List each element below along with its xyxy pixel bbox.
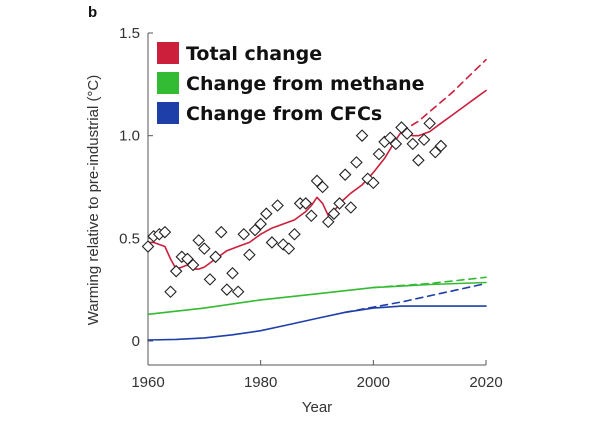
scatter-point [383, 131, 397, 144]
x-tick-label: 2020 [469, 374, 502, 391]
y-axis-title: Warming relative to pre-industrial (°C) [85, 75, 102, 326]
legend: Total change Change from methane Change … [157, 42, 425, 125]
series-line-change-from-cfcs-dashed [344, 282, 487, 314]
scatter-layer [141, 117, 448, 298]
scatter-point [338, 168, 352, 181]
legend-label-cfcs: Change from CFCs [186, 103, 382, 125]
scatter-point [243, 248, 256, 262]
scatter-point [158, 225, 172, 239]
panel-label: b [88, 4, 97, 21]
series-line-total-change-dashed [400, 58, 487, 133]
scatter-point [333, 197, 346, 210]
legend-swatch-cfcs [157, 102, 179, 124]
scatter-point [164, 285, 177, 298]
legend-label-methane: Change from methane [186, 73, 425, 95]
scatter-point [321, 215, 335, 229]
scatter-point [192, 234, 205, 247]
x-ticks: 1960 1980 2000 2020 [131, 360, 503, 391]
legend-label-total: Total change [186, 43, 322, 65]
scatter-point [400, 127, 414, 140]
scatter-point [305, 209, 318, 223]
scatter-point [406, 137, 420, 151]
series-line-total-change-solid [147, 89, 487, 270]
scatter-point [344, 201, 358, 214]
y-tick-label: 1.5 [119, 25, 140, 42]
scatter-point [429, 145, 442, 159]
scatter-point [412, 154, 425, 167]
scatter-point [209, 250, 222, 264]
scatter-point [350, 156, 363, 169]
series-layer [147, 58, 487, 341]
scatter-point [389, 137, 403, 151]
scatter-point [237, 227, 251, 241]
x-tick-label: 1960 [131, 374, 164, 391]
x-tick-label: 1980 [244, 374, 277, 391]
series-line-change-from-methane-dashed [372, 276, 487, 289]
scatter-point [265, 236, 279, 249]
scatter-point [327, 207, 341, 220]
y-tick-label: 0.5 [119, 230, 140, 247]
scatter-point [181, 252, 194, 266]
legend-swatch-methane [157, 72, 179, 94]
x-axis-title: Year [302, 399, 332, 416]
scatter-point [423, 117, 436, 130]
axes: 1960 1980 2000 2020 0 0.5 1.0 1.5 [119, 25, 503, 391]
legend-swatch-total [157, 42, 179, 64]
y-ticks: 0 0.5 1.0 1.5 [119, 25, 153, 350]
scatter-point [231, 285, 245, 298]
scatter-point [271, 199, 284, 212]
scatter-point [226, 266, 239, 280]
scatter-point [198, 242, 211, 255]
scatter-point [169, 264, 183, 278]
scatter-point [434, 139, 448, 153]
scatter-point [260, 207, 273, 220]
scatter-point [203, 273, 217, 286]
scatter-point [395, 121, 408, 134]
scatter-point [367, 176, 380, 190]
scatter-point [288, 227, 301, 241]
scatter-point [254, 217, 267, 231]
scatter-point [372, 147, 386, 161]
scatter-point [282, 242, 296, 255]
series-line-change-from-cfcs-solid [147, 305, 487, 341]
scatter-point [186, 258, 200, 272]
scatter-point [141, 240, 155, 253]
scatter-point [310, 174, 324, 188]
scatter-point [214, 225, 228, 239]
scatter-point [355, 129, 369, 142]
scatter-point [248, 223, 262, 237]
y-tick-label: 1.0 [119, 128, 140, 145]
scatter-point [316, 180, 329, 194]
scatter-point [299, 197, 313, 210]
y-tick-label: 0 [132, 333, 140, 350]
series-line-change-from-methane-solid [147, 281, 487, 316]
scatter-point [220, 283, 234, 296]
x-tick-label: 2000 [357, 374, 390, 391]
scatter-point [417, 133, 431, 147]
